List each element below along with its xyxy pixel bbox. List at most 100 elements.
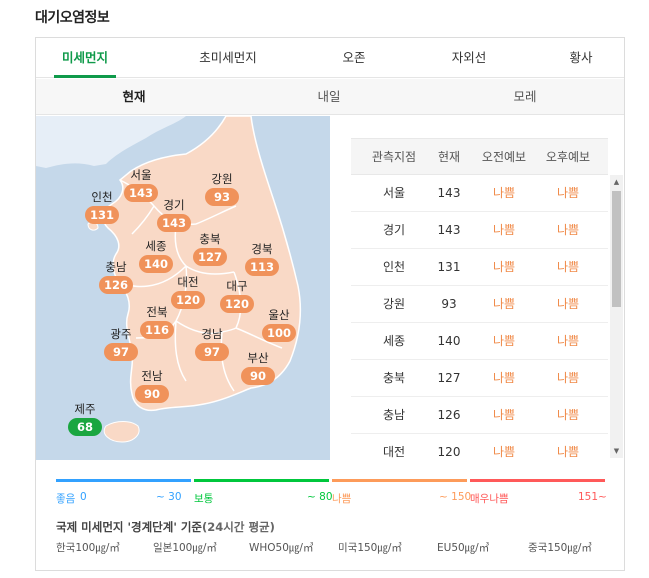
region-jeju[interactable]: 제주 68 bbox=[55, 402, 115, 436]
legend-bar-bad bbox=[332, 479, 467, 482]
scroll-up-arrow-icon[interactable]: ▲ bbox=[613, 178, 620, 186]
standard-china: 중국150㎍/㎥ bbox=[528, 542, 592, 554]
region-value-badge: 120 bbox=[170, 291, 205, 309]
tab-day-after-tomorrow[interactable]: 모레 bbox=[513, 89, 537, 104]
legend-bad-end: ~ 150 bbox=[439, 491, 472, 503]
station-name: 인천 bbox=[382, 260, 406, 274]
region-value-badge: 90 bbox=[135, 385, 169, 403]
am-forecast: 나쁨 bbox=[492, 297, 516, 311]
pm-forecast: 나쁨 bbox=[556, 260, 580, 274]
station-table: 관측지점 현재 오전예보 오후예보 서울 143 나쁨 나쁨 경기 143 나쁨… bbox=[351, 138, 623, 458]
region-value-badge: 127 bbox=[192, 248, 227, 266]
pm-forecast: 나쁨 bbox=[556, 223, 580, 237]
am-forecast: 나쁨 bbox=[492, 223, 516, 237]
region-jeonbuk[interactable]: 전북 116 bbox=[127, 305, 187, 339]
tab-fine-dust[interactable]: 미세먼지 bbox=[61, 50, 108, 65]
column-header: 오전예보 bbox=[481, 150, 527, 164]
legend-good-end: ~ 30 bbox=[156, 491, 182, 503]
region-incheon[interactable]: 인천 131 bbox=[72, 190, 132, 224]
column-header: 현재 bbox=[437, 150, 461, 164]
region-value-badge: 93 bbox=[205, 188, 239, 206]
pm-forecast: 나쁨 bbox=[556, 186, 580, 200]
region-name: 대구 bbox=[226, 279, 248, 293]
region-gwangju[interactable]: 광주 97 bbox=[91, 327, 151, 361]
tab-ozone[interactable]: 오존 bbox=[342, 50, 366, 65]
legend-bar-normal bbox=[194, 479, 329, 482]
region-name: 경기 bbox=[163, 198, 185, 212]
legend-very-bad-end: 151~ bbox=[578, 491, 607, 503]
table-row[interactable]: 서울 143 나쁨 나쁨 bbox=[351, 175, 608, 212]
region-value-badge: 113 bbox=[244, 258, 279, 276]
am-forecast: 나쁨 bbox=[492, 260, 516, 274]
table-row[interactable]: 인천 131 나쁨 나쁨 bbox=[351, 249, 608, 286]
table-row[interactable]: 경기 143 나쁨 나쁨 bbox=[351, 212, 608, 249]
region-name: 강원 bbox=[211, 172, 233, 186]
am-forecast: 나쁨 bbox=[492, 334, 516, 348]
region-value-badge: 143 bbox=[156, 214, 191, 232]
tab-tomorrow[interactable]: 내일 bbox=[317, 89, 341, 104]
region-value-badge: 116 bbox=[139, 321, 174, 339]
table-header: 관측지점 현재 오전예보 오후예보 bbox=[351, 138, 608, 175]
tab-today[interactable]: 현재 bbox=[122, 89, 146, 104]
grade-legend: 좋음 0 ~ 30 보통 ~ 80 나쁨 ~ 150 매우나쁨 151~ bbox=[56, 479, 607, 505]
region-chungnam[interactable]: 충남 126 bbox=[86, 260, 146, 294]
am-forecast: 나쁨 bbox=[492, 445, 516, 458]
region-sejong[interactable]: 세종 140 bbox=[126, 239, 186, 273]
region-name: 인천 bbox=[91, 190, 113, 204]
current-value: 140 bbox=[437, 334, 461, 348]
tab-yellow-dust[interactable]: 황사 bbox=[569, 50, 593, 65]
international-standards: 한국100㎍/㎥ 일본100㎍/㎥ WHO50㎍/㎥ 미국150㎍/㎥ EU50… bbox=[56, 540, 606, 556]
region-daegu[interactable]: 대구 120 bbox=[207, 279, 267, 313]
standard-korea: 한국100㎍/㎥ bbox=[56, 542, 120, 554]
region-name: 울산 bbox=[268, 308, 290, 322]
legend-bar-very-bad bbox=[470, 479, 605, 482]
region-seoul[interactable]: 서울 143 bbox=[111, 168, 171, 202]
table-row[interactable]: 세종 140 나쁨 나쁨 bbox=[351, 323, 608, 360]
region-name: 대전 bbox=[177, 275, 199, 289]
region-daejeon[interactable]: 대전 120 bbox=[158, 275, 218, 309]
table-row[interactable]: 강원 93 나쁨 나쁨 bbox=[351, 286, 608, 323]
current-value: 143 bbox=[437, 223, 461, 237]
day-tabs: 현재 내일 모레 bbox=[36, 79, 624, 115]
region-ulsan[interactable]: 울산 100 bbox=[249, 308, 309, 342]
region-busan[interactable]: 부산 90 bbox=[228, 351, 288, 385]
region-gyeongbuk[interactable]: 경북 113 bbox=[232, 242, 292, 276]
tab-uv[interactable]: 자외선 bbox=[451, 50, 487, 65]
table-row[interactable]: 대전 120 나쁨 나쁨 bbox=[351, 434, 608, 458]
pollutant-tabs: 미세먼지 초미세먼지 오존 자외선 황사 bbox=[36, 38, 624, 78]
air-quality-card: 미세먼지 초미세먼지 오존 자외선 황사 현재 내일 모레 서울 143 인천 … bbox=[35, 37, 625, 571]
column-header: 관측지점 bbox=[371, 150, 417, 164]
station-name: 세종 bbox=[382, 334, 406, 348]
pm-forecast: 나쁨 bbox=[556, 371, 580, 385]
tab-ultrafine-dust[interactable]: 초미세먼지 bbox=[199, 50, 257, 65]
region-name: 서울 bbox=[130, 168, 152, 182]
standard-who: WHO50㎍/㎥ bbox=[249, 542, 314, 554]
standard-eu: EU50㎍/㎥ bbox=[437, 542, 490, 554]
region-jeonnam[interactable]: 전남 90 bbox=[122, 369, 182, 403]
region-gyeongnam[interactable]: 경남 97 bbox=[182, 327, 242, 361]
region-gangwon[interactable]: 강원 93 bbox=[192, 172, 252, 206]
table-row[interactable]: 충남 126 나쁨 나쁨 bbox=[351, 397, 608, 434]
table-row[interactable]: 충북 127 나쁨 나쁨 bbox=[351, 360, 608, 397]
korea-map: 서울 143 인천 131 경기 143 강원 93 충북 127 세종 140… bbox=[36, 116, 330, 460]
pm-forecast: 나쁨 bbox=[556, 408, 580, 422]
current-value: 127 bbox=[437, 371, 461, 385]
current-value: 93 bbox=[441, 297, 457, 311]
region-name: 세종 bbox=[145, 239, 167, 253]
region-value-badge: 90 bbox=[241, 367, 275, 385]
scroll-thumb[interactable] bbox=[612, 191, 621, 307]
region-value-badge: 140 bbox=[138, 255, 173, 273]
am-forecast: 나쁨 bbox=[492, 371, 516, 385]
station-name: 강원 bbox=[382, 297, 406, 311]
region-value-badge: 131 bbox=[84, 206, 119, 224]
table-scrollbar[interactable]: ▲ ▼ bbox=[610, 175, 623, 458]
scroll-down-arrow-icon[interactable]: ▼ bbox=[613, 447, 620, 455]
station-name: 충북 bbox=[382, 371, 406, 385]
region-value-badge: 120 bbox=[219, 295, 254, 313]
station-name: 서울 bbox=[382, 186, 406, 200]
region-name: 충북 bbox=[199, 232, 221, 246]
region-chungbuk[interactable]: 충북 127 bbox=[180, 232, 240, 266]
region-gyeonggi[interactable]: 경기 143 bbox=[144, 198, 204, 232]
standard-japan: 일본100㎍/㎥ bbox=[153, 542, 217, 554]
region-name: 충남 bbox=[105, 260, 127, 274]
